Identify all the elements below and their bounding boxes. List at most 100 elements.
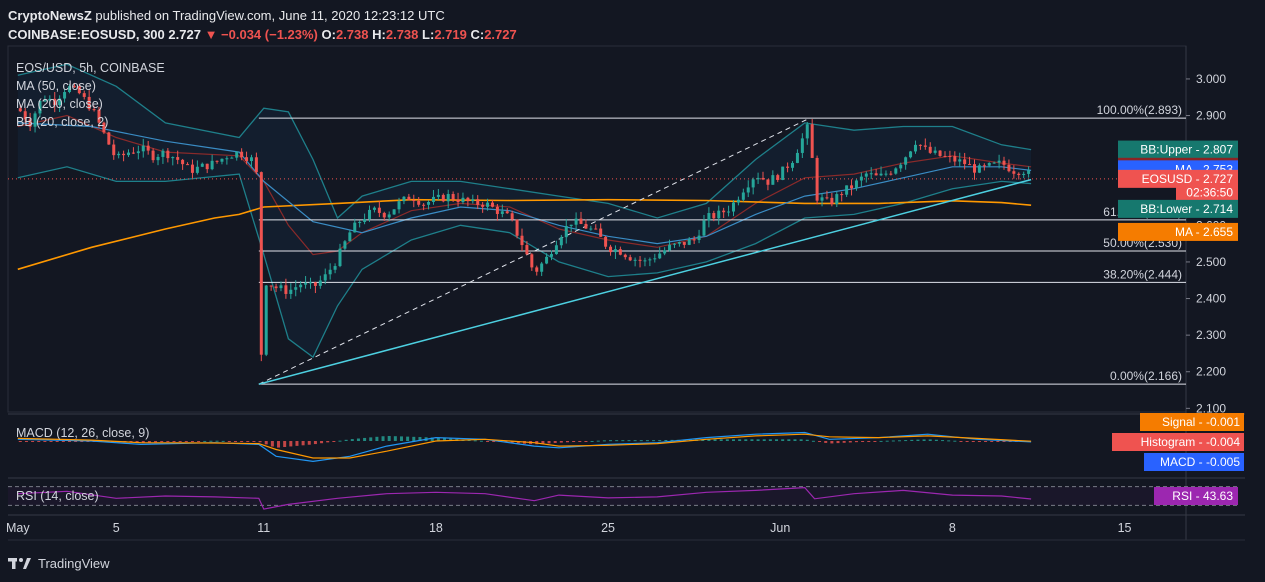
candle-body xyxy=(815,157,819,201)
trend-line xyxy=(258,178,1032,385)
macd-bar xyxy=(947,440,951,442)
macd-legend[interactable]: MACD (12, 26, close, 9) xyxy=(16,426,150,440)
candle-body xyxy=(1012,171,1016,174)
macd-bar xyxy=(246,441,250,442)
candle-body xyxy=(363,219,367,222)
candle-body xyxy=(692,239,696,241)
macd-bar xyxy=(197,441,201,442)
x-tick-label: Jun xyxy=(770,521,790,535)
legend-symbol[interactable]: EOS/USD, 5h, COINBASE xyxy=(16,61,165,75)
macd-bar xyxy=(1008,441,1012,442)
macd-bar xyxy=(295,441,299,446)
price-tag-label: BB:Upper - 2.807 xyxy=(1140,143,1233,157)
candle-body xyxy=(1007,164,1011,172)
rsi-tag xyxy=(1154,487,1238,505)
candle-body xyxy=(722,210,726,213)
macd-bar xyxy=(49,441,53,442)
candle-body xyxy=(776,175,780,180)
macd-bar xyxy=(596,440,600,442)
macd-bar xyxy=(80,441,84,442)
macd-bar xyxy=(941,440,945,442)
candle-body xyxy=(884,173,888,175)
candle-body xyxy=(977,165,981,173)
rsi-line xyxy=(17,486,1032,510)
candle-body xyxy=(328,269,332,275)
candle-body xyxy=(417,200,421,205)
macd-bar xyxy=(350,439,354,441)
macd-bar xyxy=(61,441,65,442)
candle-body xyxy=(599,228,603,237)
rsi-legend[interactable]: RSI (14, close) xyxy=(16,489,99,503)
tradingview-logo-icon[interactable] xyxy=(8,555,32,571)
macd-bar xyxy=(160,441,164,443)
candle-body xyxy=(845,185,849,195)
candles xyxy=(18,82,1031,362)
candle-body xyxy=(958,159,962,162)
candle-body xyxy=(643,260,647,262)
candle-body xyxy=(323,274,327,281)
candle-body xyxy=(618,249,622,255)
candle-body xyxy=(569,224,573,226)
candle-body xyxy=(756,177,760,180)
publisher-name[interactable]: CryptoNewsZ xyxy=(8,8,92,23)
macd-bar xyxy=(824,441,828,443)
macd-bar xyxy=(652,440,656,442)
symbol-line: COINBASE:EOSUSD, 300 2.727 ▼ −0.034 (−1.… xyxy=(8,25,517,44)
macd-bar xyxy=(861,441,865,442)
x-tick-label: 15 xyxy=(1118,521,1132,535)
price-change: ▼ −0.034 (−1.23%) xyxy=(204,27,318,42)
candle-body xyxy=(594,228,598,230)
macd-bar xyxy=(565,441,569,443)
candle-body xyxy=(225,158,229,160)
candle-body xyxy=(294,287,298,290)
candle-body xyxy=(112,144,116,156)
high-label: H: xyxy=(372,27,386,42)
candle-body xyxy=(830,197,834,205)
macd-bar xyxy=(313,441,317,445)
candle-body xyxy=(82,93,86,97)
rsi-tag-label: RSI - 43.63 xyxy=(1172,489,1233,503)
candle-body xyxy=(58,98,62,106)
publish-info: published on TradingView.com, June 11, 2… xyxy=(91,8,445,23)
candle-body xyxy=(992,162,996,164)
candle-body xyxy=(102,122,106,133)
candle-body xyxy=(151,150,155,161)
candle-body xyxy=(368,209,372,220)
legend-ma50[interactable]: MA (50, close) xyxy=(16,79,96,93)
brand-name[interactable]: TradingView xyxy=(38,555,110,571)
candle-body xyxy=(613,249,617,253)
macd-bar xyxy=(725,439,729,441)
candle-body xyxy=(702,220,706,236)
macd-bar xyxy=(443,438,447,441)
bb-fill xyxy=(17,64,1032,358)
y-tick-label: 2.400 xyxy=(1196,292,1226,306)
macd-bar xyxy=(873,441,877,442)
candle-body xyxy=(859,176,863,181)
open-value: 2.738 xyxy=(335,27,369,42)
macd-bar xyxy=(270,441,274,447)
candle-body xyxy=(461,197,465,203)
macd-bar xyxy=(664,440,668,442)
candle-body xyxy=(889,173,893,175)
candle-body xyxy=(471,199,475,202)
macd-bar xyxy=(473,440,477,442)
candle-body xyxy=(564,225,568,238)
candle-body xyxy=(933,150,937,153)
candle-body xyxy=(372,207,376,210)
candle-body xyxy=(205,163,209,170)
macd-bar xyxy=(645,440,649,442)
candle-body xyxy=(869,173,873,175)
macd-bar xyxy=(578,441,582,442)
macd-bar xyxy=(479,440,483,442)
macd-bar xyxy=(252,441,256,442)
macd-bar xyxy=(43,441,47,442)
legend-bb[interactable]: BB (20, close, 2) xyxy=(16,115,109,129)
legend-ma200[interactable]: MA (200, close) xyxy=(16,97,103,111)
candle-body xyxy=(515,219,519,236)
candle-body xyxy=(190,164,194,173)
candle-body xyxy=(220,158,224,162)
macd-bar xyxy=(436,437,440,441)
macd-bar xyxy=(805,439,809,441)
candle-body xyxy=(559,237,563,246)
